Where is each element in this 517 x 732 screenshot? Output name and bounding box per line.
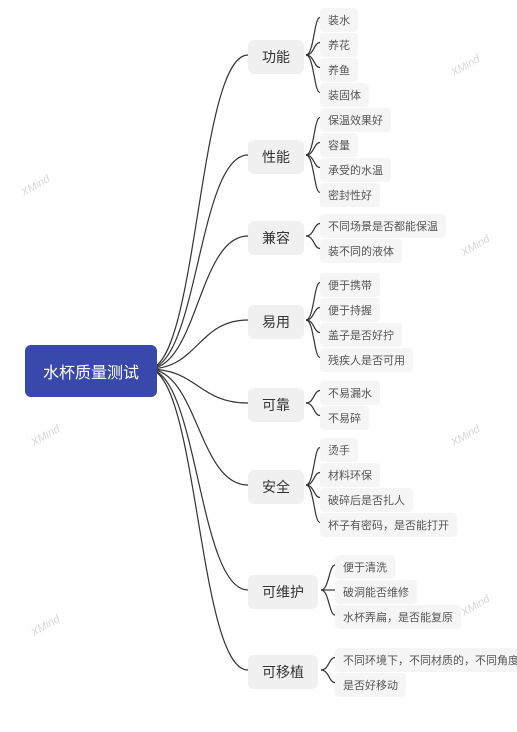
leaf-node: 装水 xyxy=(320,8,358,32)
leaf-label: 装水 xyxy=(328,12,350,28)
leaf-node: 不同环境下，不同材质的，不同角度的斜面放置 xyxy=(335,648,517,672)
watermark: XMind xyxy=(459,233,492,259)
leaf-label: 材料环保 xyxy=(328,467,372,483)
leaf-label: 便于持握 xyxy=(328,302,372,318)
watermark: XMind xyxy=(29,423,62,449)
watermark: XMind xyxy=(19,173,52,199)
leaf-label: 容量 xyxy=(328,137,350,153)
leaf-node: 不同场景是否都能保温 xyxy=(320,214,446,238)
leaf-node: 便于清洗 xyxy=(335,555,395,579)
branch-node: 安全 xyxy=(248,470,304,504)
leaf-node: 装不同的液体 xyxy=(320,239,402,263)
leaf-node: 承受的水温 xyxy=(320,158,391,182)
leaf-label: 破洞能否维修 xyxy=(343,584,409,600)
branch-label: 功能 xyxy=(262,47,290,67)
watermark: XMind xyxy=(449,53,482,79)
leaf-label: 承受的水温 xyxy=(328,162,383,178)
root-label: 水杯质量测试 xyxy=(43,359,139,383)
branch-label: 安全 xyxy=(262,477,290,497)
branch-node: 可维护 xyxy=(248,575,318,609)
leaf-node: 保温效果好 xyxy=(320,108,391,132)
watermark: XMind xyxy=(459,593,492,619)
leaf-label: 便于携带 xyxy=(328,277,372,293)
leaf-node: 残疾人是否可用 xyxy=(320,348,413,372)
leaf-node: 破洞能否维修 xyxy=(335,580,417,604)
leaf-node: 养鱼 xyxy=(320,58,358,82)
leaf-label: 装固体 xyxy=(328,87,361,103)
leaf-label: 是否好移动 xyxy=(343,677,398,693)
leaf-label: 不易碎 xyxy=(328,410,361,426)
leaf-label: 杯子有密码，是否能打开 xyxy=(328,517,449,533)
leaf-node: 烫手 xyxy=(320,438,358,462)
leaf-node: 养花 xyxy=(320,33,358,57)
watermark: XMind xyxy=(449,423,482,449)
branch-label: 可移植 xyxy=(262,662,304,682)
branch-label: 性能 xyxy=(262,147,290,167)
leaf-label: 养鱼 xyxy=(328,62,350,78)
branch-node: 功能 xyxy=(248,40,304,74)
leaf-node: 是否好移动 xyxy=(335,673,406,697)
branch-label: 可靠 xyxy=(262,395,290,415)
leaf-label: 残疾人是否可用 xyxy=(328,352,405,368)
branch-node: 可移植 xyxy=(248,655,318,689)
leaf-node: 不易碎 xyxy=(320,406,369,430)
leaf-node: 破碎后是否扎人 xyxy=(320,488,413,512)
watermark: XMind xyxy=(29,613,62,639)
leaf-label: 养花 xyxy=(328,37,350,53)
leaf-node: 装固体 xyxy=(320,83,369,107)
leaf-label: 保温效果好 xyxy=(328,112,383,128)
leaf-node: 容量 xyxy=(320,133,358,157)
branch-label: 兼容 xyxy=(262,228,290,248)
root-node: 水杯质量测试 xyxy=(25,345,157,397)
leaf-node: 便于持握 xyxy=(320,298,380,322)
leaf-label: 装不同的液体 xyxy=(328,243,394,259)
leaf-label: 便于清洗 xyxy=(343,559,387,575)
leaf-label: 不同场景是否都能保温 xyxy=(328,218,438,234)
branch-node: 可靠 xyxy=(248,388,304,422)
leaf-node: 材料环保 xyxy=(320,463,380,487)
branch-node: 性能 xyxy=(248,140,304,174)
branch-label: 易用 xyxy=(262,312,290,332)
branch-node: 易用 xyxy=(248,305,304,339)
leaf-node: 密封性好 xyxy=(320,183,380,207)
leaf-label: 烫手 xyxy=(328,442,350,458)
branch-label: 可维护 xyxy=(262,582,304,602)
leaf-label: 不同环境下，不同材质的，不同角度的斜面放置 xyxy=(343,652,517,668)
leaf-node: 不易漏水 xyxy=(320,381,380,405)
leaf-node: 便于携带 xyxy=(320,273,380,297)
leaf-label: 不易漏水 xyxy=(328,385,372,401)
leaf-label: 盖子是否好拧 xyxy=(328,327,394,343)
leaf-node: 杯子有密码，是否能打开 xyxy=(320,513,457,537)
leaf-label: 破碎后是否扎人 xyxy=(328,492,405,508)
branch-node: 兼容 xyxy=(248,221,304,255)
leaf-label: 水杯弄扁，是否能复原 xyxy=(343,609,453,625)
leaf-node: 盖子是否好拧 xyxy=(320,323,402,347)
leaf-node: 水杯弄扁，是否能复原 xyxy=(335,605,461,629)
leaf-label: 密封性好 xyxy=(328,187,372,203)
